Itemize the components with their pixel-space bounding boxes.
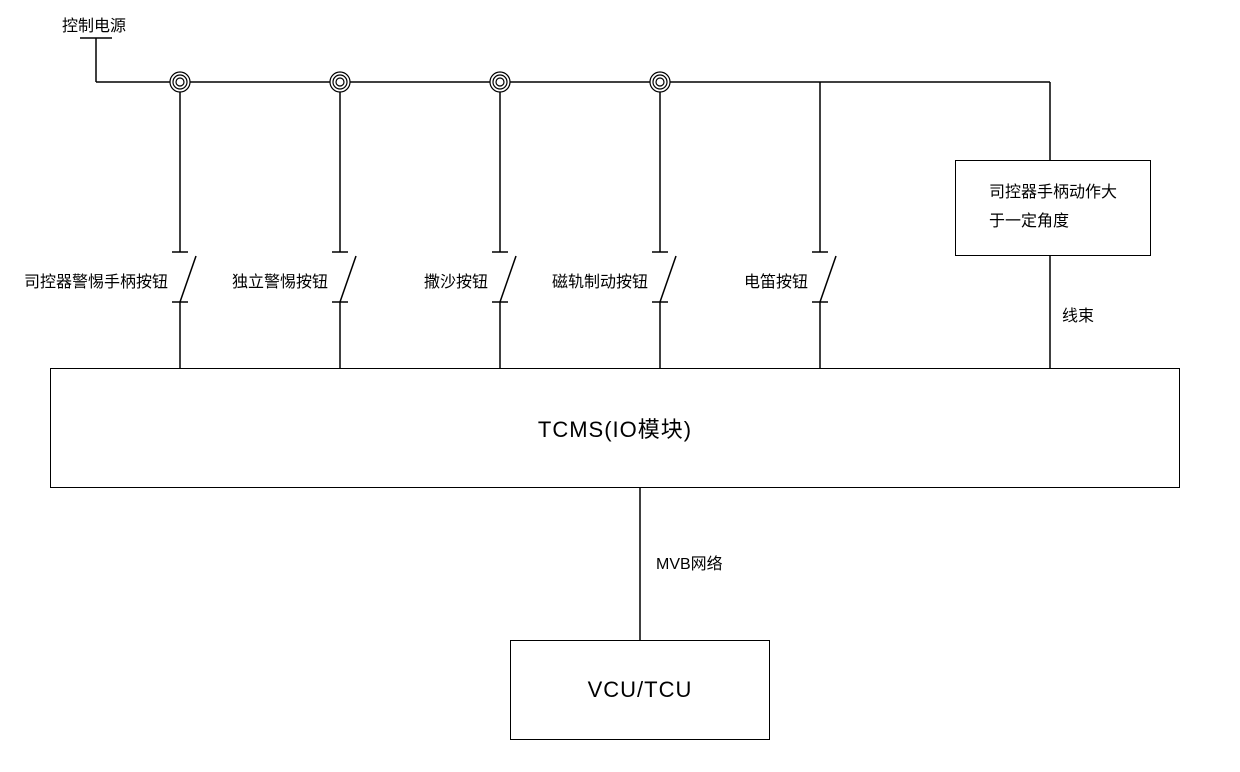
lamp-3 — [490, 72, 510, 92]
btn3-label: 撒沙按钮 — [424, 268, 488, 292]
handle-line2: 于一定角度 — [989, 208, 1117, 237]
btn2-label: 独立警惕按钮 — [232, 268, 328, 292]
lamp-2 — [330, 72, 350, 92]
sw3-arm — [500, 256, 516, 302]
handle-box: 司控器手柄动作大 于一定角度 — [955, 160, 1151, 256]
tcms-box: TCMS(IO模块) — [50, 368, 1180, 488]
lamp-1 — [170, 72, 190, 92]
sw4-arm — [660, 256, 676, 302]
sw1-arm — [180, 256, 196, 302]
btn1-label: 司控器警惕手柄按钮 — [24, 268, 168, 292]
tcms-text: TCMS(IO模块) — [538, 412, 692, 444]
lamp-4 — [650, 72, 670, 92]
vcu-text: VCU/TCU — [588, 677, 693, 703]
mvb-label: MVB网络 — [656, 550, 723, 574]
vcu-box: VCU/TCU — [510, 640, 770, 740]
harness-label: 线束 — [1062, 302, 1094, 326]
btn4-label: 磁轨制动按钮 — [552, 268, 648, 292]
handle-line1: 司控器手柄动作大 — [989, 179, 1117, 208]
sw2-arm — [340, 256, 356, 302]
sw5-arm — [820, 256, 836, 302]
btn5-label: 电笛按钮 — [744, 268, 808, 292]
power-label: 控制电源 — [62, 12, 126, 36]
